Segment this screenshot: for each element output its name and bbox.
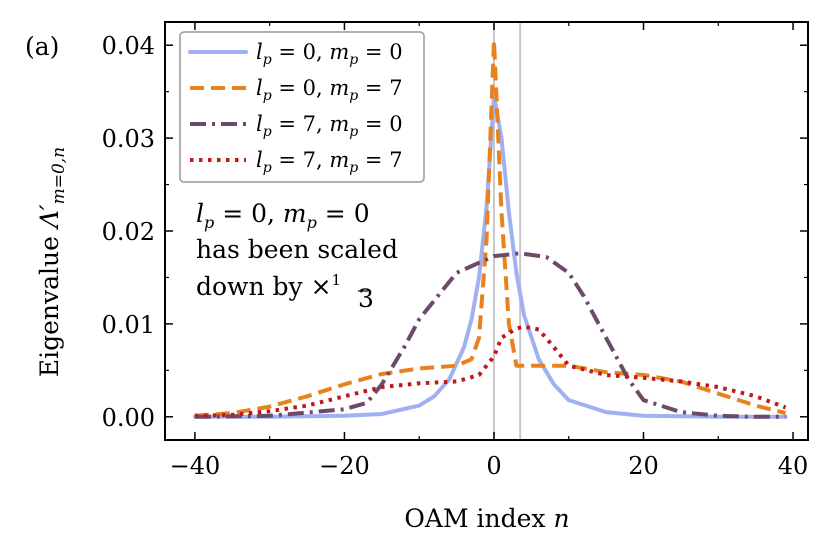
y-axis-label-main: Eigenvalue bbox=[35, 228, 64, 377]
x-axis-label: OAM index n bbox=[404, 504, 569, 533]
legend-label-1: lp = 0, mp = 7 bbox=[256, 76, 403, 104]
y-tick-label-0: 0.00 bbox=[102, 404, 155, 432]
panel-label: (a) bbox=[25, 32, 59, 61]
x-tick-label-0: −40 bbox=[170, 452, 221, 480]
annotation: lp = 0, mp = 0 has been scaled down by ×… bbox=[196, 199, 398, 313]
x-tick-label-1: −20 bbox=[319, 452, 370, 480]
y-tick-label-3: 0.03 bbox=[102, 125, 155, 153]
annotation-line-3: down by ×1 bbox=[196, 271, 341, 301]
axis-ticks: −40 −20 0 20 40 0.00 0.01 0.02 0.03 0.04 bbox=[102, 22, 809, 480]
y-tick-label-4: 0.04 bbox=[102, 32, 155, 60]
x-tick-label-3: 20 bbox=[628, 452, 659, 480]
series-line-3 bbox=[194, 324, 787, 418]
legend-label-3: lp = 7, mp = 7 bbox=[256, 148, 403, 176]
x-tick-label-4: 40 bbox=[778, 452, 809, 480]
annotation-line-1: lp = 0, mp = 0 bbox=[196, 199, 370, 232]
y-axis-label-subscript: m=0,n bbox=[49, 147, 69, 205]
series-line-0 bbox=[192, 94, 788, 419]
x-axis-label-main: OAM index bbox=[404, 504, 553, 533]
y-axis-label: Eigenvalue Λ′m=0,n bbox=[35, 147, 69, 377]
legend-label-0: lp = 0, mp = 0 bbox=[256, 40, 403, 68]
y-tick-label-1: 0.01 bbox=[102, 311, 155, 339]
legend-box bbox=[179, 31, 425, 183]
legend: lp = 0, mp = 0 lp = 0, mp = 7 lp = 7, mp =… bbox=[179, 31, 425, 183]
series-layer bbox=[192, 38, 788, 419]
x-axis-label-var: n bbox=[553, 504, 569, 533]
series-line-2 bbox=[194, 251, 786, 419]
x-tick-label-2: 0 bbox=[486, 452, 501, 480]
annotation-line-2: has been scaled bbox=[196, 235, 398, 264]
y-tick-label-2: 0.02 bbox=[102, 218, 155, 246]
y-axis-label-symbol: Λ′ bbox=[35, 204, 64, 230]
legend-label-2: lp = 7, mp = 0 bbox=[256, 112, 403, 140]
fraction-denominator: 3 bbox=[358, 284, 374, 313]
